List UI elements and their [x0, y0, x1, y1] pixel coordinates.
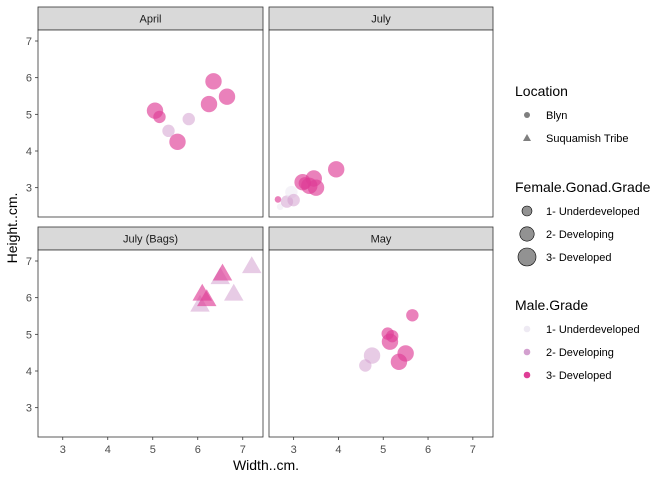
- facet-points: [274, 161, 345, 211]
- y-tick-label: 3: [26, 183, 32, 195]
- y-tick-label: 7: [26, 36, 32, 48]
- legend-female-gonad-grade: Female.Gonad.Grade 1- Underdeveloped 2- De…: [515, 179, 651, 267]
- legend-item-label: Suquamish Tribe: [546, 133, 629, 145]
- legend-item-label: Blyn: [546, 110, 567, 122]
- data-point: [274, 196, 282, 203]
- facet-strip-label: July (Bags): [123, 234, 178, 246]
- facet-panels: April July July (Bags) May: [37, 6, 494, 438]
- legend: Location Blyn Suquamish Tribe Female.Gonad.…: [515, 83, 651, 382]
- y-tick-label: 4: [26, 146, 32, 158]
- x-axis-title: Width..cm.: [233, 457, 299, 473]
- x-tick-label: 3: [291, 444, 297, 456]
- data-point-triangle: [197, 289, 217, 307]
- shared-axes: 3 4 5 6 7 3 4 5 6 7 3 4 5 6 7 3 4 5 6 7: [26, 36, 476, 456]
- legend-item-label: 3- Developed: [546, 370, 611, 382]
- legend-key-size-circle: [519, 226, 535, 242]
- facet-points: [190, 256, 262, 312]
- x-tick-label: 4: [335, 444, 341, 456]
- x-tick-label: 4: [105, 444, 111, 456]
- facet-july: July: [268, 6, 494, 218]
- y-tick-label: 4: [26, 366, 32, 378]
- legend-key-size-circle: [521, 205, 533, 217]
- legend-item-label: 1- Underdeveloped: [546, 324, 640, 336]
- y-tick-label: 5: [26, 329, 32, 341]
- data-point: [153, 110, 166, 124]
- legend-title: Location: [515, 83, 568, 99]
- data-point: [162, 124, 175, 138]
- y-tick-label: 6: [26, 293, 32, 305]
- x-tick-label: 7: [470, 444, 476, 456]
- x-tick-label: 6: [195, 444, 201, 456]
- legend-male-grade: Male.Grade 1- Underdeveloped 2- Developing…: [515, 297, 640, 382]
- data-point: [397, 345, 414, 362]
- legend-item-label: 2- Developing: [546, 347, 614, 359]
- facet-may: May: [268, 226, 494, 438]
- data-point: [205, 73, 222, 90]
- data-point-triangle: [212, 263, 233, 281]
- data-point: [200, 95, 218, 113]
- data-point: [363, 347, 381, 364]
- data-point: [182, 112, 195, 126]
- legend-item-label: 3- Developed: [546, 252, 611, 264]
- y-tick-label: 3: [26, 403, 32, 415]
- legend-item-label: 1- Underdeveloped: [546, 206, 640, 218]
- facet-panel-border: [268, 249, 494, 438]
- data-point-triangle: [242, 256, 262, 274]
- data-point: [287, 193, 300, 207]
- legend-title: Female.Gonad.Grade: [515, 179, 651, 195]
- legend-key-color-circle: [523, 325, 531, 333]
- y-tick-label: 7: [26, 256, 32, 268]
- data-point: [307, 179, 325, 196]
- data-point-triangle: [224, 283, 244, 301]
- legend-key-triangle: [523, 134, 531, 141]
- x-tick-label: 6: [425, 444, 431, 456]
- facet-points: [146, 73, 236, 151]
- x-tick-label: 3: [60, 444, 66, 456]
- legend-key-circle: [524, 112, 530, 118]
- facet-points: [359, 309, 419, 372]
- legend-key-size-circle: [517, 247, 537, 267]
- y-tick-label: 6: [26, 73, 32, 85]
- legend-item-label: 2- Developing: [546, 229, 614, 241]
- data-point: [386, 329, 399, 343]
- facet-july-bags: July (Bags): [37, 226, 264, 438]
- x-tick-label: 5: [150, 444, 156, 456]
- facet-april: April: [37, 6, 264, 218]
- data-point: [169, 133, 186, 151]
- x-tick-label: 5: [380, 444, 386, 456]
- data-point: [406, 309, 419, 322]
- y-tick-label: 5: [26, 109, 32, 121]
- legend-location: Location Blyn Suquamish Tribe: [515, 83, 629, 145]
- data-point: [218, 88, 236, 105]
- facet-panel-border: [37, 29, 264, 218]
- legend-title: Male.Grade: [515, 297, 588, 313]
- legend-key-color-circle: [523, 348, 531, 356]
- facet-strip-label: May: [371, 234, 392, 246]
- y-axis-title: Height..cm.: [4, 193, 20, 264]
- facet-strip-label: April: [139, 14, 161, 26]
- legend-key-color-circle: [523, 371, 531, 379]
- x-tick-label: 7: [240, 444, 246, 456]
- data-point: [328, 161, 345, 178]
- facet-strip-label: July: [371, 14, 391, 26]
